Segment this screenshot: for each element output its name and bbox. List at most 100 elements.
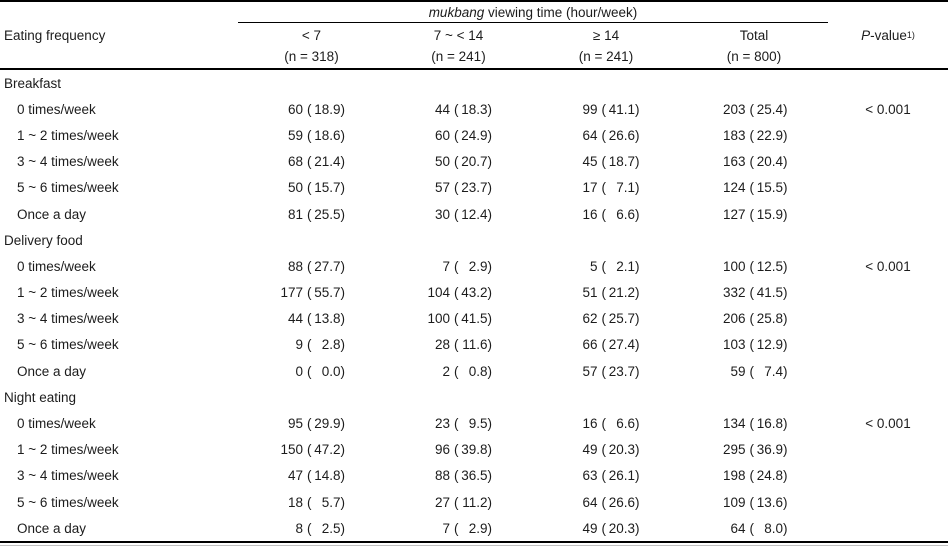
close-paren: ) [783, 442, 788, 458]
spanner-title: mukbang viewing time (hour/week) [238, 2, 828, 23]
close-paren: ) [340, 258, 346, 274]
data-cell: 68(21.4) [238, 154, 385, 169]
open-paren: ( [454, 127, 459, 143]
data-cell: 88(27.7) [238, 259, 385, 274]
data-cell: 59(18.6) [238, 128, 385, 143]
close-paren: ) [635, 363, 640, 379]
percent-value: 23.7 [608, 363, 635, 379]
column-header-lt7: < 7 (n = 318) [238, 23, 385, 68]
close-paren: ) [783, 416, 788, 432]
table-row: 3 ~ 4 times/week 68(21.4) 50(20.7) 45(18.7)… [0, 149, 948, 175]
p-value: < 0.001 [865, 416, 911, 432]
open-paren: ( [454, 258, 459, 274]
count-value: 16 [582, 206, 598, 222]
close-paren: ) [340, 337, 346, 353]
close-paren: ) [340, 442, 346, 458]
row-label: 5 ~ 6 times/week [17, 494, 119, 510]
open-paren: ( [601, 258, 607, 274]
cell-value: 150(47.2) [278, 442, 345, 457]
percent-value: 15.9 [756, 206, 783, 222]
open-paren: ( [749, 101, 755, 117]
open-paren: ( [454, 337, 459, 353]
cell-value: 57(23.7) [573, 363, 640, 379]
p-value-label-italic: P [861, 27, 871, 43]
close-paren: ) [783, 206, 788, 222]
open-paren: ( [307, 154, 312, 170]
open-paren: ( [454, 206, 459, 222]
count-value: 57 [434, 180, 450, 196]
row-label: 0 times/week [17, 101, 96, 117]
table-row: 0 times/week 60(18.9) 44(18.3) 99(41.1) 203(… [0, 96, 948, 122]
cell-value: 18(5.7) [278, 495, 345, 510]
cell-value: 124(15.5) [721, 180, 788, 195]
column-label: < 7 [301, 28, 322, 43]
data-cell: 63(26.1) [532, 468, 680, 483]
open-paren: ( [454, 442, 459, 458]
data-cell: 50(15.7) [238, 180, 385, 195]
percent-value: 27.7 [314, 258, 341, 274]
cell-value: 27(11.2) [425, 495, 492, 510]
count-value: 66 [582, 337, 598, 353]
data-cell: 47(14.8) [238, 468, 385, 483]
data-cell: 60(18.9) [238, 102, 385, 117]
data-cell: 203(25.4) [680, 102, 828, 117]
count-value: 163 [722, 154, 746, 170]
cell-value: 59(18.6) [278, 128, 345, 143]
cell-value: 59(7.4) [721, 364, 787, 379]
section-row: Night eating [0, 384, 948, 410]
close-paren: ) [487, 206, 493, 222]
column-header-total: Total (n = 800) [680, 23, 828, 68]
percent-value: 12.4 [461, 206, 488, 222]
cell-value: 66(27.4) [573, 337, 640, 353]
count-value: 8 [295, 520, 303, 536]
percent-value: 24.8 [756, 468, 783, 484]
close-paren: ) [487, 101, 493, 117]
row-label: 3 ~ 4 times/week [17, 154, 119, 170]
close-paren: ) [635, 311, 640, 327]
data-cell: 18(5.7) [238, 495, 385, 510]
count-value: 49 [582, 442, 598, 458]
data-cell: 64(8.0) [680, 521, 828, 536]
cell-value: 95(29.9) [278, 416, 345, 431]
percent-value: 22.9 [756, 127, 783, 143]
close-paren: ) [487, 442, 493, 458]
open-paren: ( [601, 363, 607, 379]
count-value: 206 [722, 311, 746, 327]
cell-value: 64(26.6) [573, 128, 639, 143]
count-value: 68 [287, 154, 303, 170]
percent-value: 26.1 [608, 468, 635, 484]
open-paren: ( [454, 520, 459, 536]
cell-value: 134(16.8) [721, 416, 788, 431]
open-paren: ( [601, 311, 607, 327]
open-paren: ( [749, 416, 755, 432]
spanner-title-italic: mukbang [428, 5, 485, 20]
open-paren: ( [749, 127, 755, 143]
open-paren: ( [454, 416, 459, 432]
section-label: Delivery food [4, 232, 83, 248]
table-bottom-rule [0, 541, 948, 544]
count-value: 88 [287, 258, 303, 274]
close-paren: ) [783, 180, 788, 196]
section-row: Breakfast [0, 70, 948, 96]
data-cell: 45(18.7) [532, 154, 680, 169]
row-label: 1 ~ 2 times/week [17, 285, 119, 301]
count-value: 16 [582, 416, 598, 432]
percent-value: 13.8 [314, 311, 341, 327]
close-paren: ) [635, 285, 640, 301]
count-value: 59 [287, 127, 303, 143]
open-paren: ( [601, 180, 607, 196]
data-cell: 163(20.4) [680, 154, 828, 169]
percent-value: 20.3 [608, 442, 635, 458]
close-paren: ) [635, 337, 640, 353]
data-cell: 81(25.5) [238, 207, 385, 222]
percent-value: 18.9 [314, 101, 341, 117]
data-cell: 150(47.2) [238, 442, 385, 457]
data-cell: 96(39.8) [385, 442, 532, 457]
table-row: Once a day 0(0.0) 2(0.8) 57(23.7) 59(7.4) [0, 358, 948, 384]
percent-value: 7.1 [616, 180, 635, 196]
count-value: 49 [582, 520, 598, 536]
count-value: 198 [722, 468, 746, 484]
cell-value: 7(2.9) [425, 521, 492, 536]
open-paren: ( [749, 442, 755, 458]
cell-value: 60(18.9) [278, 102, 345, 117]
